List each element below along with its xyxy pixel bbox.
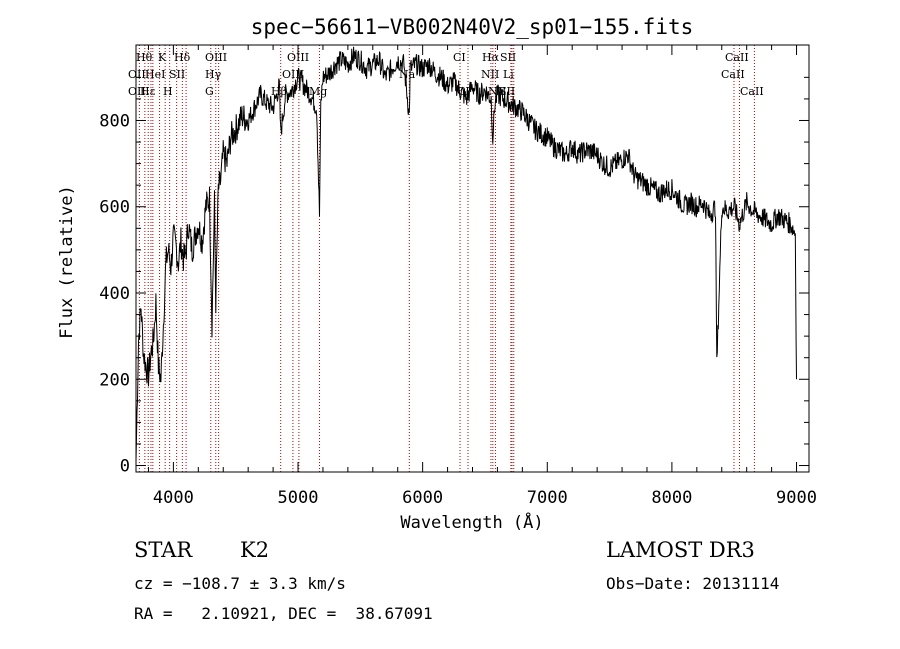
line-label: OIII bbox=[205, 51, 227, 64]
object-class: STAR bbox=[134, 538, 193, 562]
y-tick-label: 200 bbox=[99, 370, 130, 390]
y-tick-label: 400 bbox=[99, 284, 130, 304]
line-label: OIII bbox=[287, 51, 309, 64]
series-line bbox=[135, 46, 797, 462]
line-label: NII bbox=[481, 68, 499, 81]
chart-title: spec−56611−VB002N40V2_sp01−155.fits bbox=[251, 15, 694, 39]
line-label: SII bbox=[499, 85, 515, 98]
line-label: OII bbox=[128, 68, 146, 81]
observation-date: Obs−Date: 20131114 bbox=[606, 574, 780, 593]
line-label: CI bbox=[453, 51, 466, 64]
x-tick-label: 6000 bbox=[402, 488, 443, 508]
line-label: Hβ bbox=[271, 85, 287, 98]
y-tick-label: 0 bbox=[120, 457, 130, 477]
line-label: Hε bbox=[140, 85, 156, 98]
object-subclass: K2 bbox=[240, 538, 270, 562]
x-tick-label: 9000 bbox=[776, 488, 817, 508]
line-label: SII bbox=[500, 51, 516, 64]
x-axis: 4000 5000 6000 7000 8000 9000 bbox=[147, 45, 817, 508]
redshift-readout: cz = −108.7 ± 3.3 km/s bbox=[134, 574, 346, 593]
survey-name: LAMOST DR3 bbox=[606, 538, 755, 562]
line-label: Li bbox=[503, 68, 514, 81]
line-label: Na bbox=[399, 68, 416, 81]
x-tick-label: 8000 bbox=[651, 488, 692, 508]
x-tick-label: 7000 bbox=[527, 488, 568, 508]
emission-line-markers bbox=[138, 45, 755, 472]
line-label: CaII bbox=[740, 85, 764, 98]
y-tick-label: 800 bbox=[99, 111, 130, 131]
line-label: NII bbox=[488, 85, 506, 98]
y-axis: 0 200 400 600 800 bbox=[99, 76, 809, 477]
line-label: OII bbox=[128, 85, 146, 98]
series-layer bbox=[135, 46, 797, 462]
line-label: Hδ bbox=[174, 51, 191, 64]
line-label: SII bbox=[169, 68, 185, 81]
line-label: H bbox=[163, 85, 173, 98]
line-label: OIII bbox=[282, 68, 304, 81]
y-axis-label: Flux (relative) bbox=[57, 185, 77, 339]
line-label: HeI bbox=[145, 68, 165, 81]
line-label: CaII bbox=[725, 51, 749, 64]
plot-frame bbox=[135, 44, 810, 473]
x-tick-label: 5000 bbox=[278, 488, 319, 508]
x-tick-label: 4000 bbox=[153, 488, 194, 508]
line-label: Hα bbox=[482, 51, 500, 64]
line-label: G bbox=[205, 85, 214, 98]
line-label: CI bbox=[457, 85, 470, 98]
x-axis-label: Wavelength (Å) bbox=[400, 511, 543, 533]
coordinates-readout: RA = 2.10921, DEC = 38.67091 bbox=[134, 604, 433, 623]
y-tick-label: 600 bbox=[99, 198, 130, 218]
line-label: CaII bbox=[721, 68, 745, 81]
line-label: Hθ bbox=[136, 51, 153, 64]
line-label: Mg bbox=[309, 85, 327, 98]
line-label: K bbox=[158, 51, 167, 64]
line-label: Hγ bbox=[205, 68, 222, 81]
